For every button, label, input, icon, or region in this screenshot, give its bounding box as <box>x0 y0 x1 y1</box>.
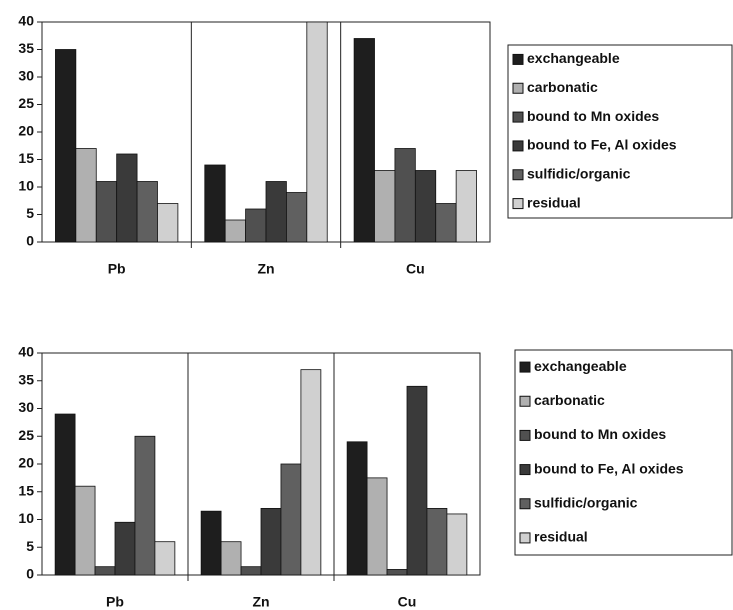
bar <box>74 485 96 576</box>
x-tick-label: Zn <box>252 594 269 610</box>
x-tick-label: Zn <box>257 261 274 277</box>
legend-swatch <box>519 395 531 407</box>
bar <box>55 49 77 243</box>
legend-label: residual <box>527 194 581 210</box>
bar <box>353 38 375 243</box>
bar <box>136 181 158 243</box>
legend-box <box>507 44 733 219</box>
y-tick-label: 20 <box>18 455 34 471</box>
bar <box>366 477 388 576</box>
bar <box>386 569 408 576</box>
bar <box>265 181 287 243</box>
legend-swatch <box>519 532 531 544</box>
legend-swatch <box>519 361 531 373</box>
y-tick-label: 0 <box>26 233 34 249</box>
y-tick-label: 5 <box>26 538 34 554</box>
bar <box>116 153 138 243</box>
legend-swatch <box>512 82 524 94</box>
y-tick-label: 15 <box>18 150 34 166</box>
bar <box>94 566 116 576</box>
legend-swatch <box>512 169 524 181</box>
y-tick-label: 30 <box>18 68 34 84</box>
bar <box>306 21 328 243</box>
legend-label: bound to Fe, Al oxides <box>527 137 677 153</box>
bar <box>75 148 97 243</box>
bar <box>280 463 302 576</box>
legend-swatch <box>519 498 531 510</box>
bar <box>455 170 477 243</box>
legend-swatch <box>512 140 524 152</box>
legend-label: sulfidic/organic <box>534 494 638 510</box>
y-tick-label: 20 <box>18 123 34 139</box>
legend-label: exchangeable <box>534 358 627 374</box>
x-tick-label: Cu <box>406 261 425 277</box>
bar <box>224 219 246 243</box>
bar <box>346 441 368 576</box>
y-tick-label: 35 <box>18 40 34 56</box>
x-tick-label: Pb <box>108 261 126 277</box>
y-tick-label: 25 <box>18 427 34 443</box>
legend-swatch <box>512 198 524 210</box>
y-tick-label: 5 <box>26 205 34 221</box>
legend-label: carbonatic <box>527 79 598 95</box>
x-tick-label: Cu <box>398 594 417 610</box>
bar <box>414 170 437 243</box>
legend-swatch <box>519 429 531 441</box>
legend-label: exchangeable <box>527 50 620 66</box>
y-tick-label: 15 <box>18 482 34 498</box>
y-tick-label: 35 <box>18 371 34 387</box>
y-tick-label: 10 <box>18 178 34 194</box>
y-tick-label: 0 <box>26 566 34 582</box>
bar <box>154 541 176 576</box>
bar <box>300 369 322 576</box>
legend-label: residual <box>534 529 588 545</box>
legend-swatch <box>512 53 524 65</box>
bar <box>260 507 282 576</box>
legend-label: bound to Mn oxides <box>534 426 666 442</box>
bar <box>394 148 416 243</box>
y-tick-label: 30 <box>18 399 34 415</box>
bar <box>114 521 136 576</box>
bar <box>157 203 179 243</box>
legend-label: carbonatic <box>534 392 605 408</box>
bar <box>54 413 76 576</box>
y-tick-label: 25 <box>18 95 34 111</box>
bar <box>426 507 448 576</box>
bar <box>220 541 242 576</box>
bar <box>95 181 118 243</box>
y-tick-label: 40 <box>18 13 34 29</box>
bar <box>204 164 226 243</box>
bar <box>286 192 308 243</box>
bar <box>134 435 156 576</box>
y-tick-label: 40 <box>18 344 34 360</box>
bar <box>435 203 457 243</box>
bar <box>245 208 267 243</box>
bar <box>446 513 468 576</box>
legend-box <box>514 349 733 556</box>
legend-label: sulfidic/organic <box>527 165 631 181</box>
bar <box>200 510 222 576</box>
legend-label: bound to Fe, Al oxides <box>534 460 684 476</box>
y-tick-label: 10 <box>18 510 34 526</box>
bar <box>374 170 396 243</box>
bar <box>240 566 262 576</box>
legend-swatch <box>519 464 531 476</box>
legend-swatch <box>512 111 524 123</box>
x-tick-label: Pb <box>106 594 124 610</box>
bar <box>406 385 428 576</box>
legend-label: bound to Mn oxides <box>527 108 659 124</box>
